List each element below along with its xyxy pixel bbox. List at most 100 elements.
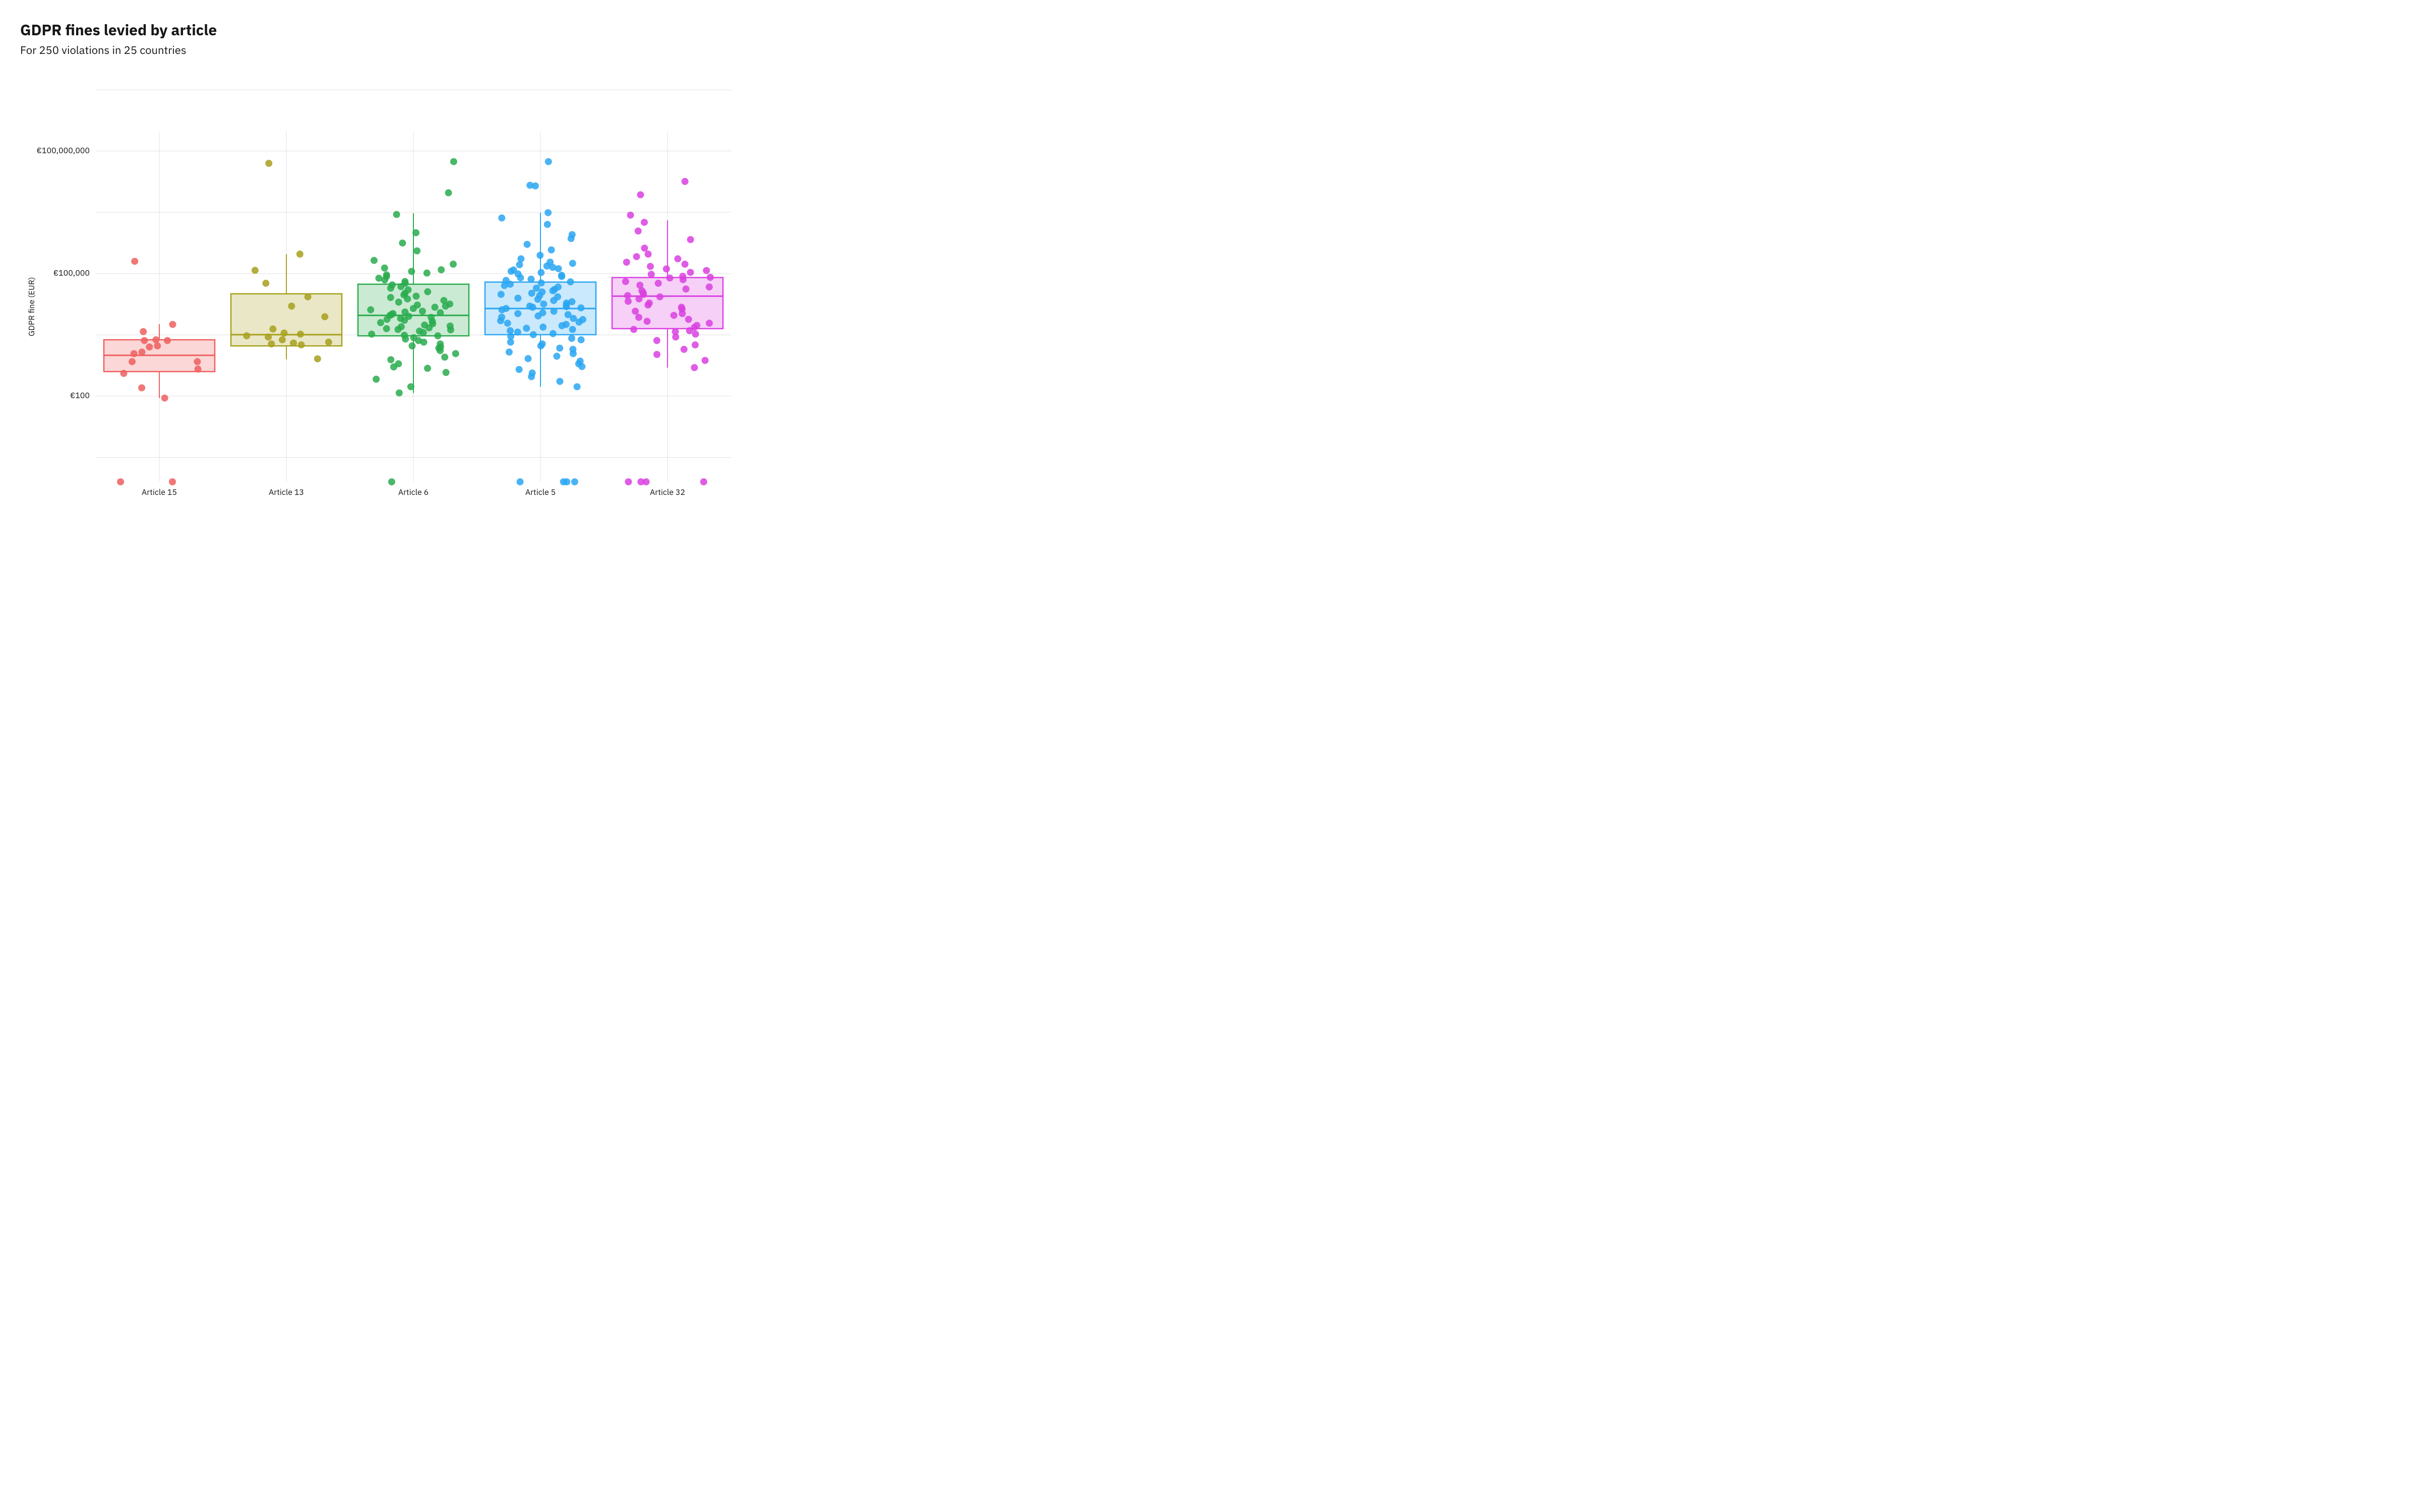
y-tick-label: €100,000,000 xyxy=(37,146,90,156)
data-point xyxy=(424,365,431,372)
data-point xyxy=(632,307,639,314)
data-point xyxy=(131,258,138,265)
data-point xyxy=(281,330,288,337)
data-point xyxy=(498,313,505,321)
data-point xyxy=(700,478,707,485)
data-point xyxy=(243,332,250,339)
data-point xyxy=(687,269,694,276)
data-point xyxy=(262,280,269,287)
data-point xyxy=(296,250,304,258)
data-point xyxy=(440,297,447,304)
data-point xyxy=(544,221,551,228)
data-point xyxy=(503,305,510,312)
data-point xyxy=(672,328,679,335)
data-point xyxy=(388,478,395,485)
x-tick-label: Article 5 xyxy=(525,487,556,497)
data-point xyxy=(706,283,713,290)
data-point xyxy=(269,326,276,333)
data-point xyxy=(141,337,148,344)
data-point xyxy=(298,341,305,348)
data-point xyxy=(438,266,445,273)
data-point xyxy=(401,308,408,316)
data-point xyxy=(685,316,692,323)
data-point xyxy=(555,283,562,290)
data-point xyxy=(707,274,714,281)
data-point xyxy=(164,337,171,344)
data-point xyxy=(538,279,545,286)
data-point xyxy=(387,356,394,363)
data-point xyxy=(434,332,441,339)
data-point xyxy=(574,383,581,390)
data-point xyxy=(428,314,435,321)
data-point xyxy=(635,314,642,321)
data-point xyxy=(641,219,648,226)
data-point xyxy=(129,358,136,365)
data-point xyxy=(548,246,555,254)
data-point xyxy=(569,231,576,238)
data-point xyxy=(679,273,686,280)
data-point xyxy=(195,365,202,372)
data-point xyxy=(526,182,533,189)
data-point xyxy=(545,158,552,165)
data-point xyxy=(633,253,640,260)
data-point xyxy=(517,256,524,263)
data-point xyxy=(140,328,147,335)
data-point xyxy=(504,320,511,327)
data-point xyxy=(169,478,176,485)
data-point xyxy=(503,277,510,284)
data-point xyxy=(653,337,660,344)
data-point xyxy=(643,478,650,485)
data-point xyxy=(514,295,521,302)
data-point xyxy=(550,330,557,337)
data-point xyxy=(556,378,563,385)
data-point xyxy=(530,331,537,338)
data-point xyxy=(648,271,655,278)
data-point xyxy=(325,339,332,346)
data-point xyxy=(568,335,575,342)
data-point xyxy=(539,324,547,331)
data-point xyxy=(701,357,708,364)
data-point xyxy=(529,369,536,376)
data-point xyxy=(412,229,419,236)
data-point xyxy=(288,302,295,309)
data-point xyxy=(290,340,297,347)
data-point xyxy=(547,259,554,266)
data-point xyxy=(401,278,408,285)
data-point xyxy=(432,304,439,311)
data-point xyxy=(692,341,699,348)
data-point xyxy=(305,293,312,300)
data-point xyxy=(533,285,540,292)
data-point xyxy=(373,375,380,383)
data-point xyxy=(395,360,402,367)
data-point xyxy=(691,364,698,371)
data-point xyxy=(441,354,448,361)
data-point xyxy=(414,301,421,308)
data-point xyxy=(539,309,546,317)
data-point xyxy=(131,350,138,357)
data-point xyxy=(407,383,414,390)
data-point xyxy=(120,370,127,377)
data-point xyxy=(138,384,145,391)
data-point xyxy=(146,343,153,350)
data-point xyxy=(279,336,286,343)
data-point xyxy=(622,278,629,285)
data-point xyxy=(450,158,457,165)
data-point xyxy=(389,281,396,288)
data-point xyxy=(516,366,523,373)
data-point xyxy=(507,327,514,334)
data-point xyxy=(424,270,431,277)
data-point xyxy=(514,329,521,336)
data-point xyxy=(646,299,653,306)
data-point xyxy=(408,342,415,349)
data-point xyxy=(398,323,405,330)
data-point xyxy=(563,321,570,328)
data-point xyxy=(375,275,382,282)
data-point xyxy=(692,331,699,338)
data-point xyxy=(624,292,631,299)
data-point xyxy=(687,236,694,243)
data-point xyxy=(297,331,304,338)
data-point xyxy=(412,293,419,300)
data-point xyxy=(693,322,700,329)
data-point xyxy=(265,334,272,341)
data-point xyxy=(445,190,452,197)
